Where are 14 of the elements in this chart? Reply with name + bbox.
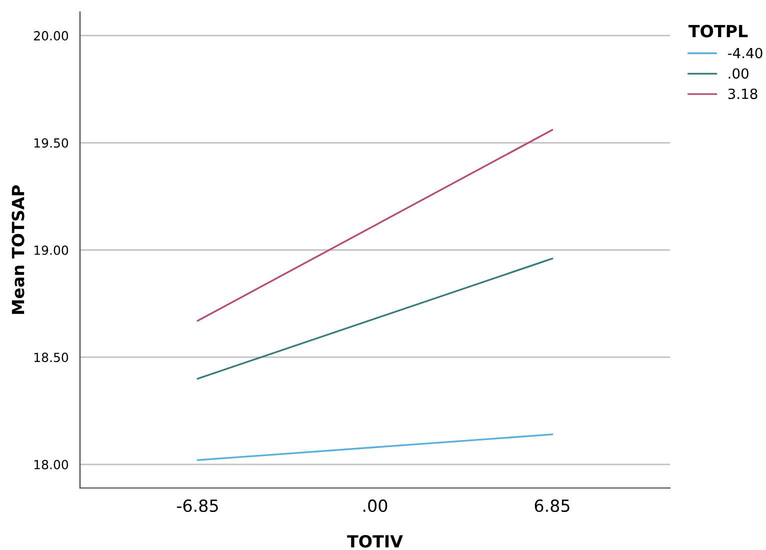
legend-title: TOTPL xyxy=(688,24,748,38)
legend-label: 3.18 xyxy=(728,88,758,100)
y-tick-label: 20.00 xyxy=(34,31,68,41)
x-tick-label: 6.85 xyxy=(534,499,570,512)
y-tick-label: 18.50 xyxy=(34,352,68,362)
y-tick-label: 19.50 xyxy=(34,138,68,148)
x-tick-label: -6.85 xyxy=(176,499,218,512)
x-tick-label: .00 xyxy=(364,499,388,512)
x-axis-title: TOTIV xyxy=(347,534,403,548)
legend-label: -4.40 xyxy=(728,48,762,58)
y-tick-label: 19.00 xyxy=(34,245,68,255)
y-tick-label: 18.00 xyxy=(34,460,68,470)
legend-label: .00 xyxy=(728,68,748,79)
y-axis-title: Mean TOTSAP xyxy=(12,185,24,314)
